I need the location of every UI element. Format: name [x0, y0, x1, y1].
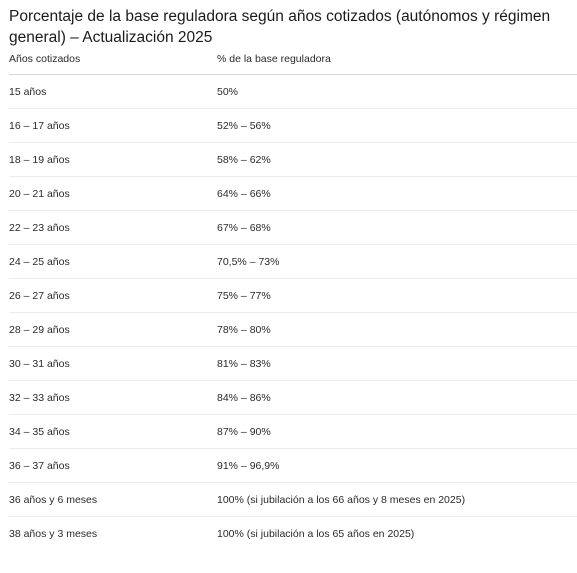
cell-years: 36 años y 6 meses: [9, 482, 217, 517]
table-row: 26 – 27 años 75% – 77%: [9, 278, 577, 313]
cell-years: 32 – 33 años: [9, 380, 217, 415]
cell-percentage: 100% (si jubilación a los 66 años y 8 me…: [217, 482, 577, 517]
table-row: 18 – 19 años 58% – 62%: [9, 142, 577, 177]
table-header-row: Años cotizados % de la base reguladora: [9, 53, 577, 75]
cell-percentage: 84% – 86%: [217, 380, 577, 415]
table-row: 28 – 29 años 78% – 80%: [9, 312, 577, 347]
table-row: 20 – 21 años 64% – 66%: [9, 176, 577, 211]
cell-years: 38 años y 3 meses: [9, 527, 98, 540]
table-row: 24 – 25 años 70,5% – 73%: [9, 244, 577, 279]
table-row: 30 – 31 años 81% – 83%: [9, 346, 577, 381]
cell-percentage: 52% – 56%: [217, 108, 577, 143]
cell-years: 30 – 31 años: [9, 346, 217, 381]
cell-years: 26 – 27 años: [9, 278, 217, 313]
table-row: 16 – 17 años 52% – 56%: [9, 108, 577, 143]
cell-years: 36 – 37 años: [9, 448, 217, 483]
cell-years: 28 – 29 años: [9, 312, 217, 347]
cell-years: 18 – 19 años: [9, 142, 217, 177]
table-row: 38 años y 3 meses 100% (si jubilación a …: [9, 517, 577, 551]
table-row: 34 – 35 años 87% – 90%: [9, 414, 577, 449]
cell-years: 34 – 35 años: [9, 414, 217, 449]
cell-percentage: 67% – 68%: [217, 210, 577, 245]
header-base-percentage: % de la base reguladora: [217, 53, 577, 75]
cell-percentage: 75% – 77%: [217, 278, 577, 313]
cell-years: 20 – 21 años: [9, 176, 217, 211]
cell-percentage: 81% – 83%: [217, 346, 577, 381]
cell-years: 22 – 23 años: [9, 210, 217, 245]
cell-percentage: 100% (si jubilación a los 65 años en 202…: [217, 527, 415, 540]
pension-percentage-table: Años cotizados % de la base reguladora 1…: [9, 53, 577, 550]
table-row: 22 – 23 años 67% – 68%: [9, 210, 577, 245]
cell-years: 24 – 25 años: [9, 244, 217, 279]
cell-percentage: 91% – 96,9%: [217, 448, 577, 483]
cell-percentage: 78% – 80%: [217, 312, 577, 347]
cell-percentage: 87% – 90%: [217, 414, 577, 449]
cell-years: 16 – 17 años: [9, 108, 217, 143]
page-title: Porcentaje de la base reguladora según a…: [9, 8, 551, 46]
table-row: 15 años 50%: [9, 74, 577, 109]
table-row: 36 – 37 años 91% – 96,9%: [9, 448, 577, 483]
table-row: 32 – 33 años 84% – 86%: [9, 380, 577, 415]
cell-percentage: 50%: [217, 74, 577, 109]
table-row: 36 años y 6 meses 100% (si jubilación a …: [9, 482, 577, 517]
cell-years: 15 años: [9, 74, 217, 109]
cell-percentage: 64% – 66%: [217, 176, 577, 211]
cell-percentage: 58% – 62%: [217, 142, 577, 177]
header-years-contributed: Años cotizados: [9, 53, 217, 75]
cell-percentage: 70,5% – 73%: [217, 244, 577, 279]
